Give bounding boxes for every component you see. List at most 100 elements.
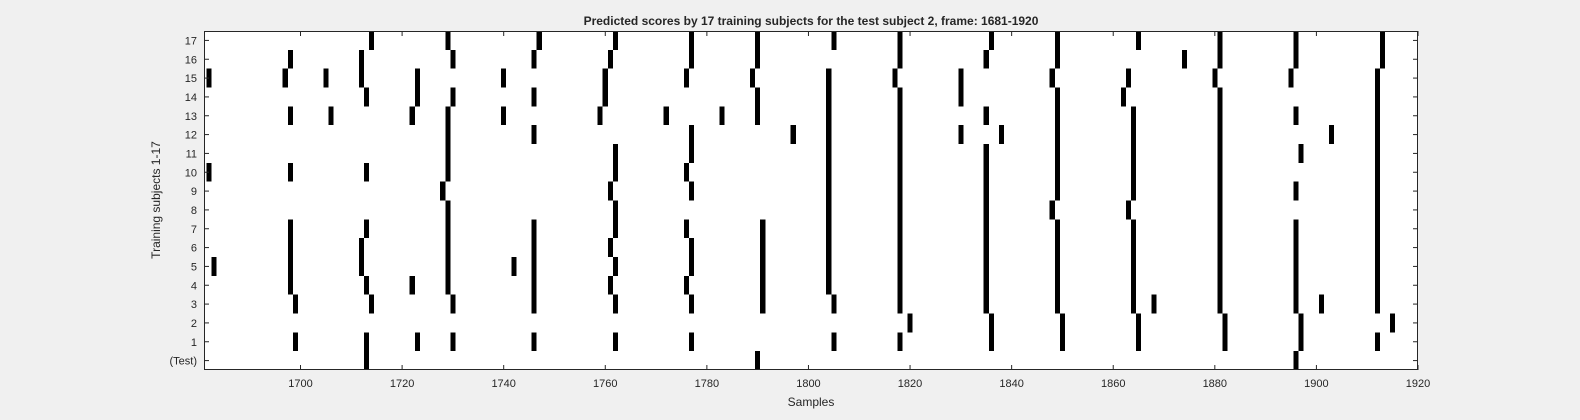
y-tick-label-7: 7 <box>191 224 197 236</box>
mark-row-12-0 <box>445 125 451 144</box>
mark-row-0-2 <box>1293 351 1299 370</box>
mark-row-12-11 <box>1329 125 1335 144</box>
mark-row-15-7 <box>684 68 690 88</box>
mark-row-11-4 <box>897 144 903 163</box>
mark-row-10-6 <box>826 162 832 182</box>
mark-row-4-2 <box>409 275 415 295</box>
mark-row-14-8 <box>958 87 964 107</box>
mark-row-1-5 <box>612 332 618 352</box>
mark-row-15-15 <box>1288 68 1294 88</box>
mark-row-17-6 <box>831 31 837 50</box>
mark-row-12-12 <box>1374 125 1380 144</box>
mark-row-12-3 <box>790 125 796 144</box>
mark-row-16-2 <box>450 49 456 69</box>
mark-row-5-11 <box>983 257 989 276</box>
mark-row-8-1 <box>612 200 618 220</box>
mark-row-12-7 <box>998 125 1005 144</box>
y-tick-label-8: 8 <box>191 205 197 217</box>
mark-row-4-1 <box>364 275 370 295</box>
mark-row-16-1 <box>358 49 364 69</box>
mark-row-1-0 <box>292 332 298 352</box>
mark-row-17-5 <box>755 31 761 50</box>
mark-row-4-3 <box>445 275 451 295</box>
mark-row-3-11 <box>1131 294 1137 314</box>
mark-row-10-12 <box>1374 162 1380 182</box>
mark-row-2-1 <box>988 313 994 333</box>
plot-frame <box>204 31 1418 370</box>
mark-row-5-5 <box>531 257 537 276</box>
mark-row-9-6 <box>1054 181 1060 201</box>
mark-row-7-7 <box>826 219 832 239</box>
mark-row-3-6 <box>760 294 766 314</box>
x-tick-label-9: 1880 <box>1203 378 1227 390</box>
mark-row-7-12 <box>1217 219 1223 239</box>
y-tick-label-14: 14 <box>185 92 197 104</box>
mark-row-9-2 <box>689 181 695 201</box>
x-tick-label-1: 1720 <box>390 378 414 390</box>
mark-row-17-1 <box>445 31 451 50</box>
mark-row-9-3 <box>826 181 832 201</box>
x-tick-label-3: 1760 <box>593 378 617 390</box>
mark-row-5-15 <box>1293 257 1299 276</box>
mark-row-7-3 <box>531 219 537 239</box>
mark-row-13-12 <box>1054 106 1060 126</box>
mark-row-10-0 <box>206 162 212 182</box>
mark-row-4-0 <box>287 275 293 295</box>
mark-row-10-10 <box>1131 162 1137 182</box>
mark-row-15-14 <box>1212 68 1218 88</box>
mark-row-13-6 <box>663 106 669 126</box>
mark-row-16-6 <box>755 49 761 69</box>
mark-row-6-5 <box>689 238 695 257</box>
mark-row-2-6 <box>1390 313 1396 333</box>
mark-row-13-4 <box>501 106 507 126</box>
chart-title: Predicted scores by 17 training subjects… <box>584 14 1039 28</box>
mark-row-1-9 <box>988 332 994 352</box>
mark-row-9-1 <box>607 181 613 201</box>
mark-row-3-13 <box>1217 294 1223 314</box>
mark-row-13-5 <box>597 106 603 126</box>
mark-row-5-14 <box>1217 257 1223 276</box>
mark-row-17-2 <box>536 31 542 50</box>
mark-row-11-6 <box>1054 144 1060 163</box>
y-tick-label-6: 6 <box>191 243 197 255</box>
mark-row-15-16 <box>1374 68 1380 88</box>
mark-row-15-2 <box>323 68 329 88</box>
mark-row-6-13 <box>1293 238 1299 257</box>
mark-row-17-9 <box>1054 31 1060 50</box>
mark-row-12-5 <box>897 125 903 144</box>
mark-row-1-1 <box>364 332 370 352</box>
mark-row-1-6 <box>689 332 695 352</box>
mark-row-6-12 <box>1217 238 1223 257</box>
x-tick-label-0: 1700 <box>288 378 312 390</box>
mark-row-10-5 <box>684 162 690 182</box>
mark-row-17-8 <box>988 31 994 50</box>
mark-row-13-8 <box>755 106 761 126</box>
y-tick-label-17: 17 <box>185 35 197 47</box>
marks-layer <box>206 31 1396 370</box>
mark-row-13-0 <box>287 106 293 126</box>
mark-row-15-3 <box>358 68 364 88</box>
mark-row-4-5 <box>607 275 613 295</box>
mark-row-0-0 <box>364 351 370 370</box>
mark-row-6-4 <box>607 238 613 257</box>
mark-row-11-2 <box>689 144 695 163</box>
mark-row-7-14 <box>1374 219 1380 239</box>
mark-row-4-7 <box>760 275 766 295</box>
mark-row-11-10 <box>1374 144 1380 163</box>
mark-row-15-10 <box>892 68 898 88</box>
mark-row-13-7 <box>719 106 725 126</box>
mark-row-1-7 <box>831 332 837 352</box>
mark-row-6-6 <box>760 238 766 257</box>
mark-row-12-10 <box>1217 125 1223 144</box>
mark-row-11-1 <box>612 144 618 163</box>
mark-row-4-9 <box>897 275 903 295</box>
mark-row-16-4 <box>607 49 613 69</box>
mark-row-1-10 <box>1059 332 1065 352</box>
mark-row-17-7 <box>897 31 903 50</box>
mark-row-3-3 <box>531 294 537 314</box>
mark-row-12-6 <box>958 125 964 144</box>
mark-row-5-4 <box>511 257 517 276</box>
x-tick-label-4: 1780 <box>695 378 719 390</box>
mark-row-12-9 <box>1131 125 1137 144</box>
mark-row-3-14 <box>1293 294 1299 314</box>
